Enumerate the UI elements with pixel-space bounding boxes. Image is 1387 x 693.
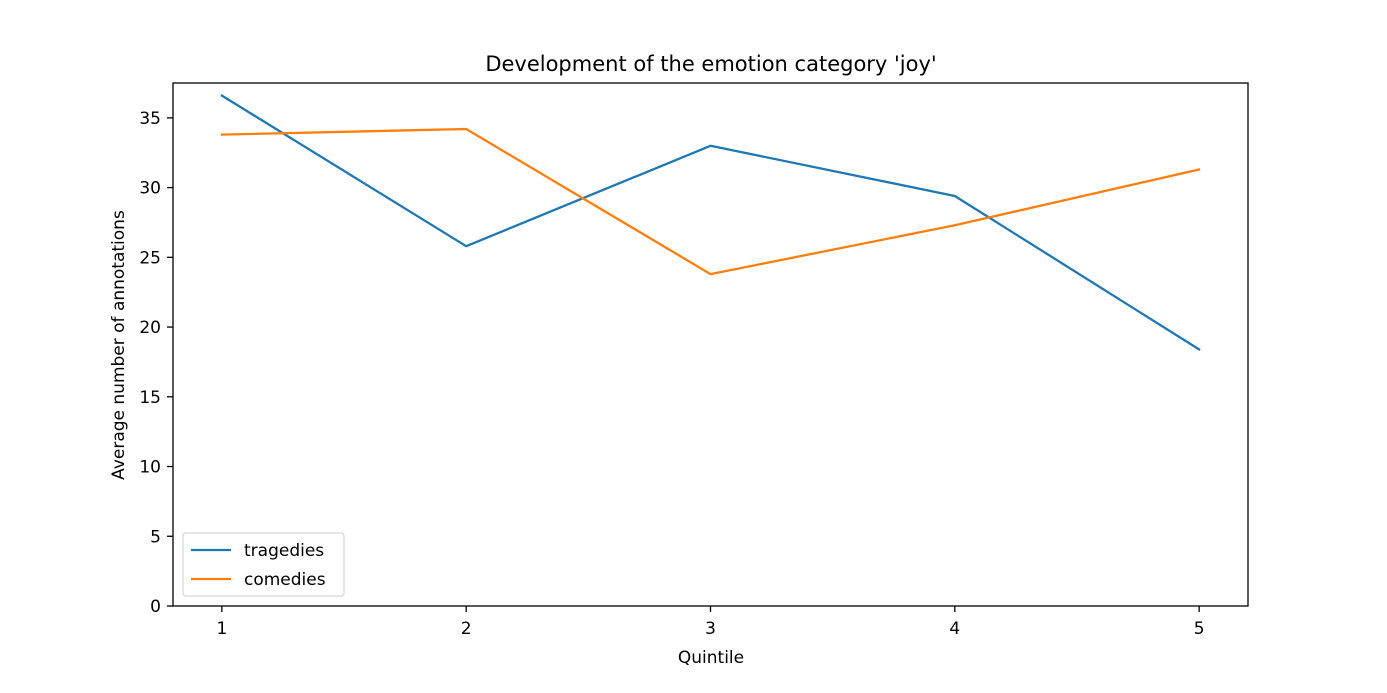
x-tick-label: 2: [461, 619, 472, 639]
x-tick-label: 4: [949, 619, 960, 639]
y-tick-label: 35: [139, 109, 161, 129]
x-tick-label: 5: [1194, 619, 1205, 639]
y-axis-ticks: 0 5 10 15 20 25 30 35: [139, 109, 173, 617]
legend: tragedies comedies: [182, 532, 345, 597]
legend-box: [182, 532, 345, 597]
series-line-comedies: [220, 127, 1201, 276]
y-tick-label: 25: [139, 248, 161, 268]
y-tick-label: 20: [139, 318, 161, 338]
x-tick-label: 3: [705, 619, 716, 639]
chart-title: Development of the emotion category 'joy…: [485, 52, 936, 76]
x-axis-ticks: 1 2 3 4 5: [216, 606, 1205, 639]
legend-label-tragedies: tragedies: [244, 541, 324, 561]
y-tick-label: 5: [150, 527, 161, 547]
y-tick-label: 10: [139, 458, 161, 478]
x-tick-label: 1: [216, 619, 227, 639]
plot-frame: [172, 82, 1249, 607]
y-axis-label: Average number of annotations: [109, 210, 129, 480]
y-tick-label: 30: [139, 179, 161, 199]
y-tick-label: 0: [150, 597, 161, 617]
y-tick-label: 15: [139, 388, 161, 408]
x-axis-label: Quintile: [678, 648, 744, 668]
legend-label-comedies: comedies: [244, 570, 326, 590]
series-line-tragedies: [220, 94, 1201, 351]
series-layer: [220, 94, 1201, 351]
